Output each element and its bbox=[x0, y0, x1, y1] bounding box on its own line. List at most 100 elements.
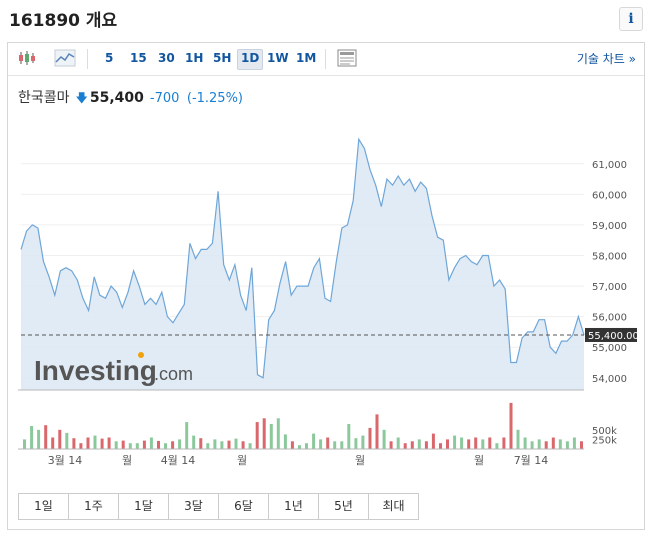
x-tick-label: 월 bbox=[122, 454, 132, 467]
volume-bar bbox=[51, 437, 55, 449]
volume-bar bbox=[199, 438, 203, 449]
volume-bar bbox=[319, 439, 323, 449]
y-axis-labels: 61,000 60,000 59,000 58,000 57,000 56,000 55,0… bbox=[592, 160, 627, 385]
candlestick-icon[interactable] bbox=[16, 48, 38, 68]
y-tick-label: 61,000 bbox=[592, 160, 627, 171]
volume-bar bbox=[537, 439, 541, 449]
volume-bar bbox=[241, 441, 245, 449]
volume-bar bbox=[298, 445, 301, 449]
quote-line: 한국콜마 🡇 55,400 -700 (-1.25%) bbox=[18, 87, 243, 110]
x-tick-label: 월 bbox=[355, 454, 365, 467]
volume-bar bbox=[234, 438, 238, 449]
range-max[interactable]: 최대 bbox=[369, 494, 418, 519]
volume-bar bbox=[114, 441, 118, 449]
volume-bar bbox=[403, 443, 407, 449]
volume-bar bbox=[220, 441, 224, 449]
volume-bar bbox=[157, 440, 160, 449]
technical-chart-link[interactable]: 기술 차트 » bbox=[576, 52, 636, 66]
volume-bar bbox=[544, 441, 548, 449]
range-selector: 1일 1주 1달 3달 6달 1년 5년 최대 bbox=[18, 493, 419, 520]
chart-toolbar: 5 15 30 1H 5H 1D 1W 1M 기술 차트 » bbox=[8, 43, 644, 76]
timeframe-5[interactable]: 5 bbox=[105, 51, 114, 65]
volume-bar bbox=[354, 438, 358, 449]
page-title: 161890 개요 bbox=[9, 11, 118, 31]
volume-bar bbox=[37, 429, 41, 449]
timeframe-1h[interactable]: 1H bbox=[185, 51, 204, 65]
volume-bar bbox=[213, 439, 217, 449]
price-change: -700 bbox=[149, 91, 180, 106]
volume-bar bbox=[149, 437, 153, 449]
area-chart-icon[interactable] bbox=[54, 48, 76, 68]
range-3m[interactable]: 3달 bbox=[169, 494, 219, 519]
volume-bar bbox=[227, 440, 231, 449]
volume-bar bbox=[269, 424, 273, 449]
y-tick-label: 59,000 bbox=[592, 221, 627, 232]
toolbar-divider bbox=[87, 49, 88, 69]
volume-bar bbox=[389, 441, 393, 449]
volume-bar bbox=[495, 443, 499, 449]
volume-bar bbox=[439, 443, 442, 449]
volume-bar bbox=[460, 437, 464, 449]
range-5y[interactable]: 5년 bbox=[319, 494, 369, 519]
timeframe-1m[interactable]: 1M bbox=[296, 51, 317, 65]
range-1m[interactable]: 1달 bbox=[119, 494, 169, 519]
timeframe-5h[interactable]: 5H bbox=[213, 51, 232, 65]
volume-bar bbox=[340, 441, 344, 449]
y-tick-label: 60,000 bbox=[592, 190, 627, 201]
volume-bar bbox=[192, 435, 196, 449]
volume-bar bbox=[382, 429, 386, 449]
volume-bar bbox=[44, 425, 48, 449]
price-chart[interactable]: Investing .com 61,000 60,000 59,000 58,000 5… bbox=[8, 113, 644, 483]
volume-bar bbox=[347, 424, 351, 449]
timeframe-1d[interactable]: 1D bbox=[237, 49, 264, 70]
volume-bar bbox=[481, 439, 485, 449]
volume-bar bbox=[333, 441, 337, 449]
price-line bbox=[20, 137, 585, 379]
volume-bar bbox=[580, 441, 583, 449]
volume-bar bbox=[262, 418, 266, 449]
layout-icon[interactable] bbox=[336, 48, 358, 68]
x-axis-labels: 3월 14 월 4월 14 월 월 월 7월 14 bbox=[48, 454, 549, 467]
volume-bar bbox=[523, 437, 527, 449]
volume-bar bbox=[488, 437, 492, 449]
volume-bar bbox=[467, 439, 471, 449]
timeframe-15[interactable]: 15 bbox=[130, 51, 147, 65]
volume-bar bbox=[410, 441, 414, 449]
volume-bar bbox=[305, 443, 308, 449]
toolbar-divider bbox=[325, 49, 326, 69]
volume-bar bbox=[142, 440, 146, 449]
stock-name: 한국콜마 bbox=[18, 90, 70, 106]
volume-bar bbox=[417, 439, 421, 449]
x-tick-label: 월 bbox=[474, 454, 484, 467]
volume-bar bbox=[86, 437, 90, 449]
volume-bar bbox=[375, 414, 379, 449]
range-6m[interactable]: 6달 bbox=[219, 494, 269, 519]
watermark-dot bbox=[138, 352, 144, 358]
timeframe-30[interactable]: 30 bbox=[158, 51, 175, 65]
range-1d[interactable]: 1일 bbox=[19, 494, 69, 519]
volume-bar bbox=[65, 432, 69, 449]
volume-bar bbox=[171, 441, 175, 449]
volume-bar bbox=[509, 402, 513, 449]
volume-bar bbox=[206, 443, 210, 449]
volume-bar bbox=[558, 439, 562, 449]
current-price-box bbox=[585, 327, 637, 342]
volume-bar bbox=[565, 441, 569, 449]
volume-bar bbox=[248, 443, 252, 449]
x-tick-label: 월 bbox=[237, 454, 247, 467]
volume-bar bbox=[100, 438, 104, 449]
y-tick-label: 54,000 bbox=[592, 374, 627, 385]
range-1w[interactable]: 1주 bbox=[69, 494, 119, 519]
volume-bar bbox=[530, 441, 534, 449]
timeframe-1w[interactable]: 1W bbox=[267, 51, 289, 65]
info-icon[interactable]: i bbox=[619, 7, 643, 31]
x-tick-label: 3월 14 bbox=[48, 454, 83, 467]
volume-tick-label: 250k bbox=[592, 435, 617, 446]
price-change-pct: (-1.25%) bbox=[186, 91, 244, 106]
volume-bar bbox=[72, 438, 76, 449]
volume-bar bbox=[368, 427, 372, 449]
price-area bbox=[21, 139, 584, 390]
current-price-label: 55,400.00 bbox=[588, 331, 639, 342]
range-1y[interactable]: 1년 bbox=[269, 494, 319, 519]
